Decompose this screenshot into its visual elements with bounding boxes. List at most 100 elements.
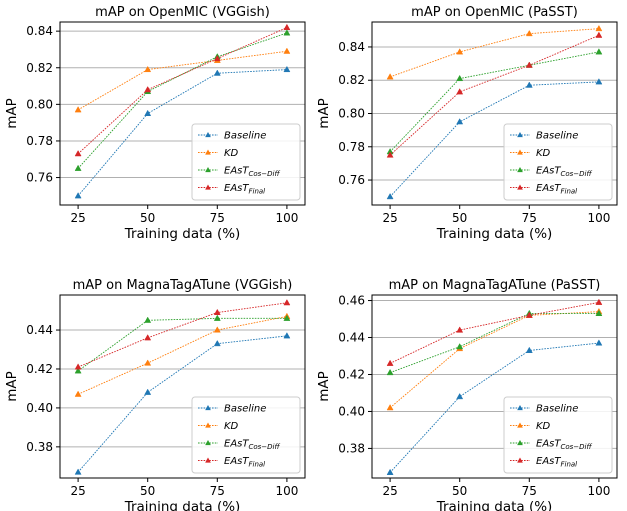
- legend-label: EAsTCos−Diff: [224, 166, 281, 179]
- chart-panel-3: 0.38 0.40 0.42 0.44 25 50 75 100 mAP on MagnaTag…: [4, 278, 306, 511]
- y-axis-label: mAP: [316, 98, 332, 129]
- data-point-east_final: [595, 31, 603, 38]
- data-point-east_cos-diff: [74, 164, 82, 171]
- legend-label-text: EAsT: [536, 439, 561, 450]
- series-line-east_final: [389, 301, 599, 364]
- series-line-baseline: [77, 69, 287, 197]
- x-tick-label: 50: [140, 484, 155, 498]
- data-point-east_final: [283, 23, 291, 30]
- y-tick-label: 0.84: [26, 24, 53, 38]
- y-tick-label: 0.82: [26, 61, 53, 75]
- data-point-kd: [386, 73, 394, 80]
- legend-label: Baseline: [224, 131, 266, 142]
- data-point-baseline: [525, 81, 533, 88]
- legend-swatch-marker: [205, 184, 211, 190]
- legend-label-text: EAsT: [536, 456, 561, 467]
- x-tick-label: 75: [522, 211, 537, 225]
- data-point-kd: [74, 106, 82, 113]
- x-axis-label: Training data (%): [124, 499, 241, 511]
- data-point-east_final: [525, 61, 533, 68]
- legend-label-text: KD: [224, 421, 239, 432]
- data-point-east_final: [213, 54, 221, 62]
- x-tick-label: 75: [210, 484, 225, 498]
- x-tick-label: 25: [382, 484, 397, 498]
- legend-label-subscript: Final: [560, 188, 577, 196]
- data-point-baseline: [283, 65, 291, 73]
- legend-label: Baseline: [224, 404, 266, 415]
- x-tick-label: 50: [140, 211, 155, 225]
- series-line-east_cos-diff: [389, 51, 599, 153]
- data-point-kd: [144, 359, 152, 366]
- legend-box: [191, 396, 301, 474]
- y-axis-label: mAP: [4, 371, 20, 402]
- chart-title: mAP on OpenMIC (PaSST): [411, 5, 578, 20]
- y-tick-label: 0.44: [26, 323, 53, 337]
- data-point-east_cos-diff: [456, 343, 464, 350]
- legend-label-text: KD: [536, 421, 551, 432]
- data-point-kd: [595, 24, 603, 32]
- chart-title: mAP on MagnaTagATune (PaSST): [389, 278, 601, 293]
- x-axis-label: Training data (%): [436, 226, 553, 242]
- data-point-east_cos-diff: [283, 314, 291, 321]
- series-line-baseline: [389, 342, 599, 473]
- data-point-baseline: [144, 109, 152, 116]
- data-point-baseline: [213, 339, 221, 347]
- y-tick-label: 0.78: [338, 140, 365, 154]
- series-line-east_cos-diff: [77, 32, 288, 169]
- data-point-baseline: [456, 118, 464, 125]
- y-tick-label: 0.40: [338, 404, 365, 418]
- legend-box: [503, 396, 613, 474]
- legend-label: KD: [224, 148, 239, 159]
- data-point-kd: [386, 404, 394, 411]
- series-line-east_final: [77, 302, 287, 368]
- data-point-east_final: [456, 88, 464, 95]
- x-tick-label: 50: [452, 484, 467, 498]
- data-point-baseline: [386, 192, 394, 200]
- legend-swatch-marker: [517, 149, 523, 155]
- x-tick-label: 75: [210, 211, 225, 225]
- data-point-east_final: [144, 85, 152, 93]
- legend-label: EAsTFinal: [224, 183, 265, 196]
- data-point-east_cos-diff: [213, 314, 221, 321]
- data-point-kd: [213, 326, 221, 333]
- plot-frame: [59, 21, 306, 206]
- data-point-east_cos-diff: [283, 29, 291, 36]
- data-point-east_final: [386, 359, 394, 366]
- legend-label: EAsTFinal: [224, 456, 265, 469]
- plot-frame: [371, 294, 618, 479]
- data-point-east_cos-diff: [595, 309, 603, 316]
- data-point-kd: [144, 65, 152, 73]
- legend-swatch-marker: [205, 422, 211, 428]
- data-point-east_final: [144, 334, 152, 341]
- data-point-east_cos-diff: [74, 367, 82, 374]
- data-point-east_final: [386, 151, 394, 158]
- x-tick-label: 100: [587, 211, 610, 225]
- data-point-kd: [525, 29, 533, 37]
- y-tick-label: 0.76: [338, 173, 365, 187]
- legend-box: [503, 123, 613, 201]
- data-point-east_cos-diff: [595, 48, 603, 55]
- data-point-baseline: [283, 332, 291, 339]
- data-point-baseline: [595, 339, 603, 346]
- y-tick-label: 0.42: [338, 367, 365, 381]
- data-point-baseline: [144, 388, 152, 395]
- data-point-east_final: [525, 311, 533, 318]
- legend-label-text: EAsT: [224, 456, 249, 467]
- legend-box: [191, 123, 301, 201]
- y-tick-label: 0.42: [26, 362, 53, 376]
- data-point-east_final: [283, 299, 291, 306]
- x-tick-label: 100: [275, 211, 298, 225]
- legend-label: EAsTCos−Diff: [224, 439, 281, 452]
- data-point-baseline: [595, 78, 603, 85]
- data-point-kd: [283, 47, 291, 54]
- legend-label-text: EAsT: [224, 439, 249, 450]
- legend-label-text: EAsT: [536, 166, 561, 177]
- series-line-baseline: [389, 81, 599, 197]
- y-tick-label: 0.84: [338, 40, 365, 54]
- legend-label: EAsTFinal: [536, 456, 577, 469]
- legend-swatch-marker: [517, 167, 523, 173]
- legend-label: EAsTFinal: [536, 183, 577, 196]
- series-line-east_cos-diff: [77, 317, 287, 372]
- y-tick-label: 0.82: [338, 73, 365, 87]
